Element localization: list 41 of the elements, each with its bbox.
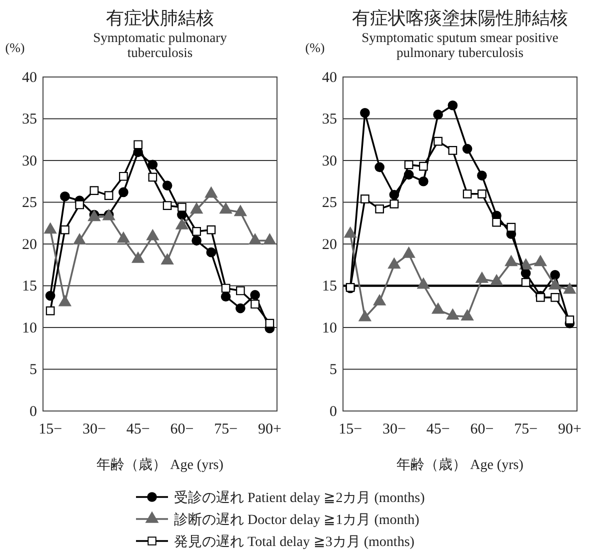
x-tick-label: 30− — [382, 422, 406, 438]
y-tick-label: 20 — [22, 236, 37, 253]
y-tick-label: 0 — [30, 404, 37, 420]
legend-label: 診断の遅れ Doctor delay ≧1カ月 (month) — [174, 512, 420, 528]
chart-subtitle: Symptomatic sputum smear positive pulmonary tuberculosis — [362, 30, 558, 60]
x-tick-label: 45− — [126, 422, 150, 438]
y-tick-label: 35 — [22, 112, 37, 128]
legend-label: 受診の遅れ Patient delay ≧2カ月 (months) — [174, 490, 426, 506]
x-axis-title: 年齢（歳） Age (yrs) — [396, 457, 524, 473]
chart-subtitle: Symptomatic pulmonary tuberculosis — [93, 30, 228, 60]
x-tick-label: 15− — [338, 422, 362, 438]
y-tick-label: 40 — [322, 70, 337, 86]
chart-title: 有症状喀痰塗抹陽性肺結核 — [352, 8, 568, 28]
y-tick-label: 15 — [322, 278, 337, 295]
x-axis-title: 年齢（歳） Age (yrs) — [96, 457, 224, 473]
y-tick-label: 30 — [22, 153, 37, 170]
y-tick-label: 10 — [322, 320, 337, 336]
y-tick-label: 15 — [22, 278, 37, 295]
x-tick-label: 75− — [214, 422, 238, 438]
x-tick-label: 30− — [82, 422, 106, 438]
x-tick-label: 90+ — [258, 422, 282, 438]
y-tick-label: 5 — [330, 362, 337, 378]
x-tick-label: 60− — [170, 422, 194, 438]
y-tick-label: 35 — [322, 112, 337, 128]
y-tick-label: 25 — [22, 195, 37, 212]
x-tick-label: 75− — [514, 422, 538, 438]
y-tick-label: 0 — [330, 404, 337, 420]
x-tick-label: 45− — [426, 422, 450, 438]
legend-label: 発見の遅れ Total delay ≧3カ月 (months) — [174, 534, 415, 550]
x-tick-label: 60− — [470, 422, 494, 438]
y-tick-label: 20 — [322, 236, 337, 253]
y-tick-label: 10 — [22, 320, 37, 336]
y-axis-title: (%) — [305, 40, 325, 55]
y-tick-label: 30 — [322, 153, 337, 170]
y-axis-title: (%) — [5, 40, 25, 55]
y-tick-label: 40 — [22, 70, 37, 86]
x-tick-label: 15− — [38, 422, 62, 438]
chart-title: 有症状肺結核 — [106, 8, 214, 28]
x-tick-label: 90+ — [558, 422, 582, 438]
y-tick-label: 25 — [322, 195, 337, 212]
y-tick-label: 5 — [30, 362, 37, 378]
